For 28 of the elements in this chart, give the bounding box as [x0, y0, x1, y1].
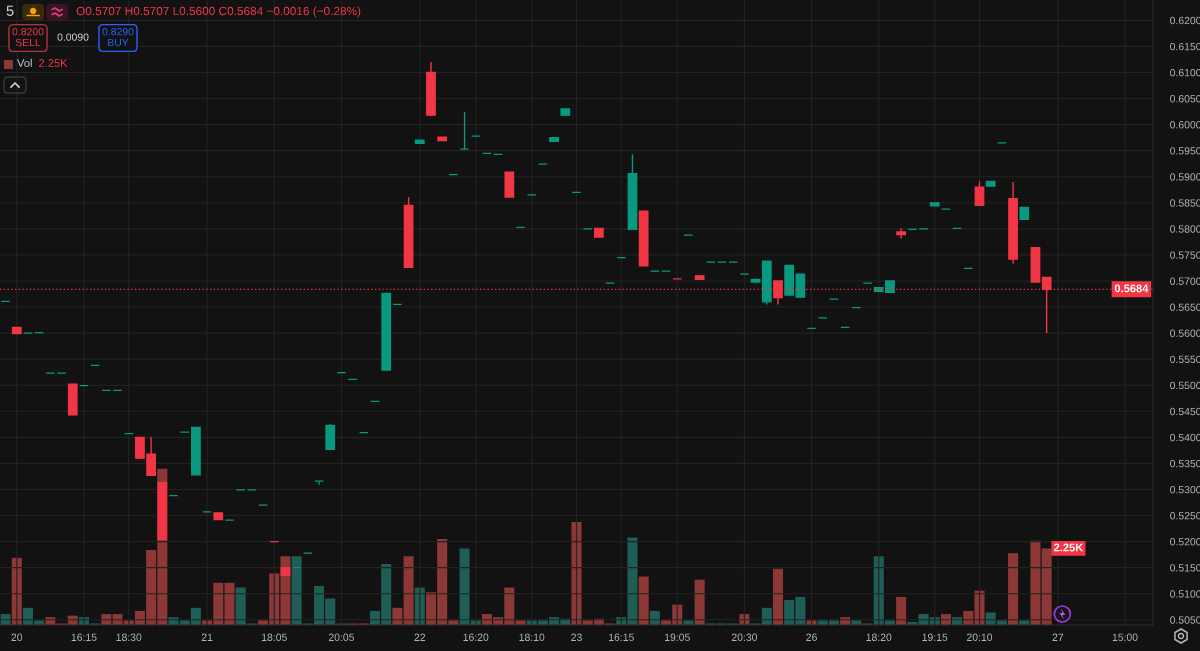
x-tick-label: 23 — [571, 633, 582, 641]
x-tick-label: 20:10 — [966, 633, 993, 641]
text: O0.5707 H0.5707 L0.5600 C0.5684 −0.0016 (−0.28%) — [76, 6, 361, 18]
x-tick-label: 18:05 — [262, 633, 287, 641]
x-tick-label: 16:20 — [463, 633, 489, 641]
x-tick-label: 18:20 — [866, 633, 892, 641]
x-tick-label: 26 — [806, 633, 817, 641]
x-tick-label: 21 — [201, 633, 213, 641]
x-tick-label: 19:05 — [665, 633, 690, 641]
x-tick-label: 20 — [11, 633, 23, 641]
text: 2.25K — [39, 59, 68, 67]
annotation: 0.8290 BUY — [102, 28, 134, 47]
annotation: 2.25K — [1053, 543, 1084, 552]
x-tick-label: 18:30 — [116, 633, 142, 641]
x-tick-label: 18:10 — [519, 633, 545, 641]
x-tick-label: 20:30 — [731, 633, 758, 641]
x-tick-label: 15:00 — [1112, 633, 1138, 641]
x-tick-label: 16:15 — [71, 633, 97, 641]
annotation: 0.8200 SELL — [12, 28, 44, 47]
legend-label: Vol — [17, 58, 32, 67]
chart-title: 5 — [6, 5, 14, 16]
x-tick-label: 27 — [1052, 633, 1064, 641]
x-tick-label: 16:15 — [609, 633, 634, 641]
ref-line-label: 0.5684 — [1114, 284, 1149, 293]
x-tick-label: 19:15 — [922, 633, 948, 641]
annotation: 0.0090 — [57, 33, 89, 41]
x-tick-label: 22 — [414, 633, 426, 641]
x-tick-label: 20:05 — [328, 633, 355, 641]
